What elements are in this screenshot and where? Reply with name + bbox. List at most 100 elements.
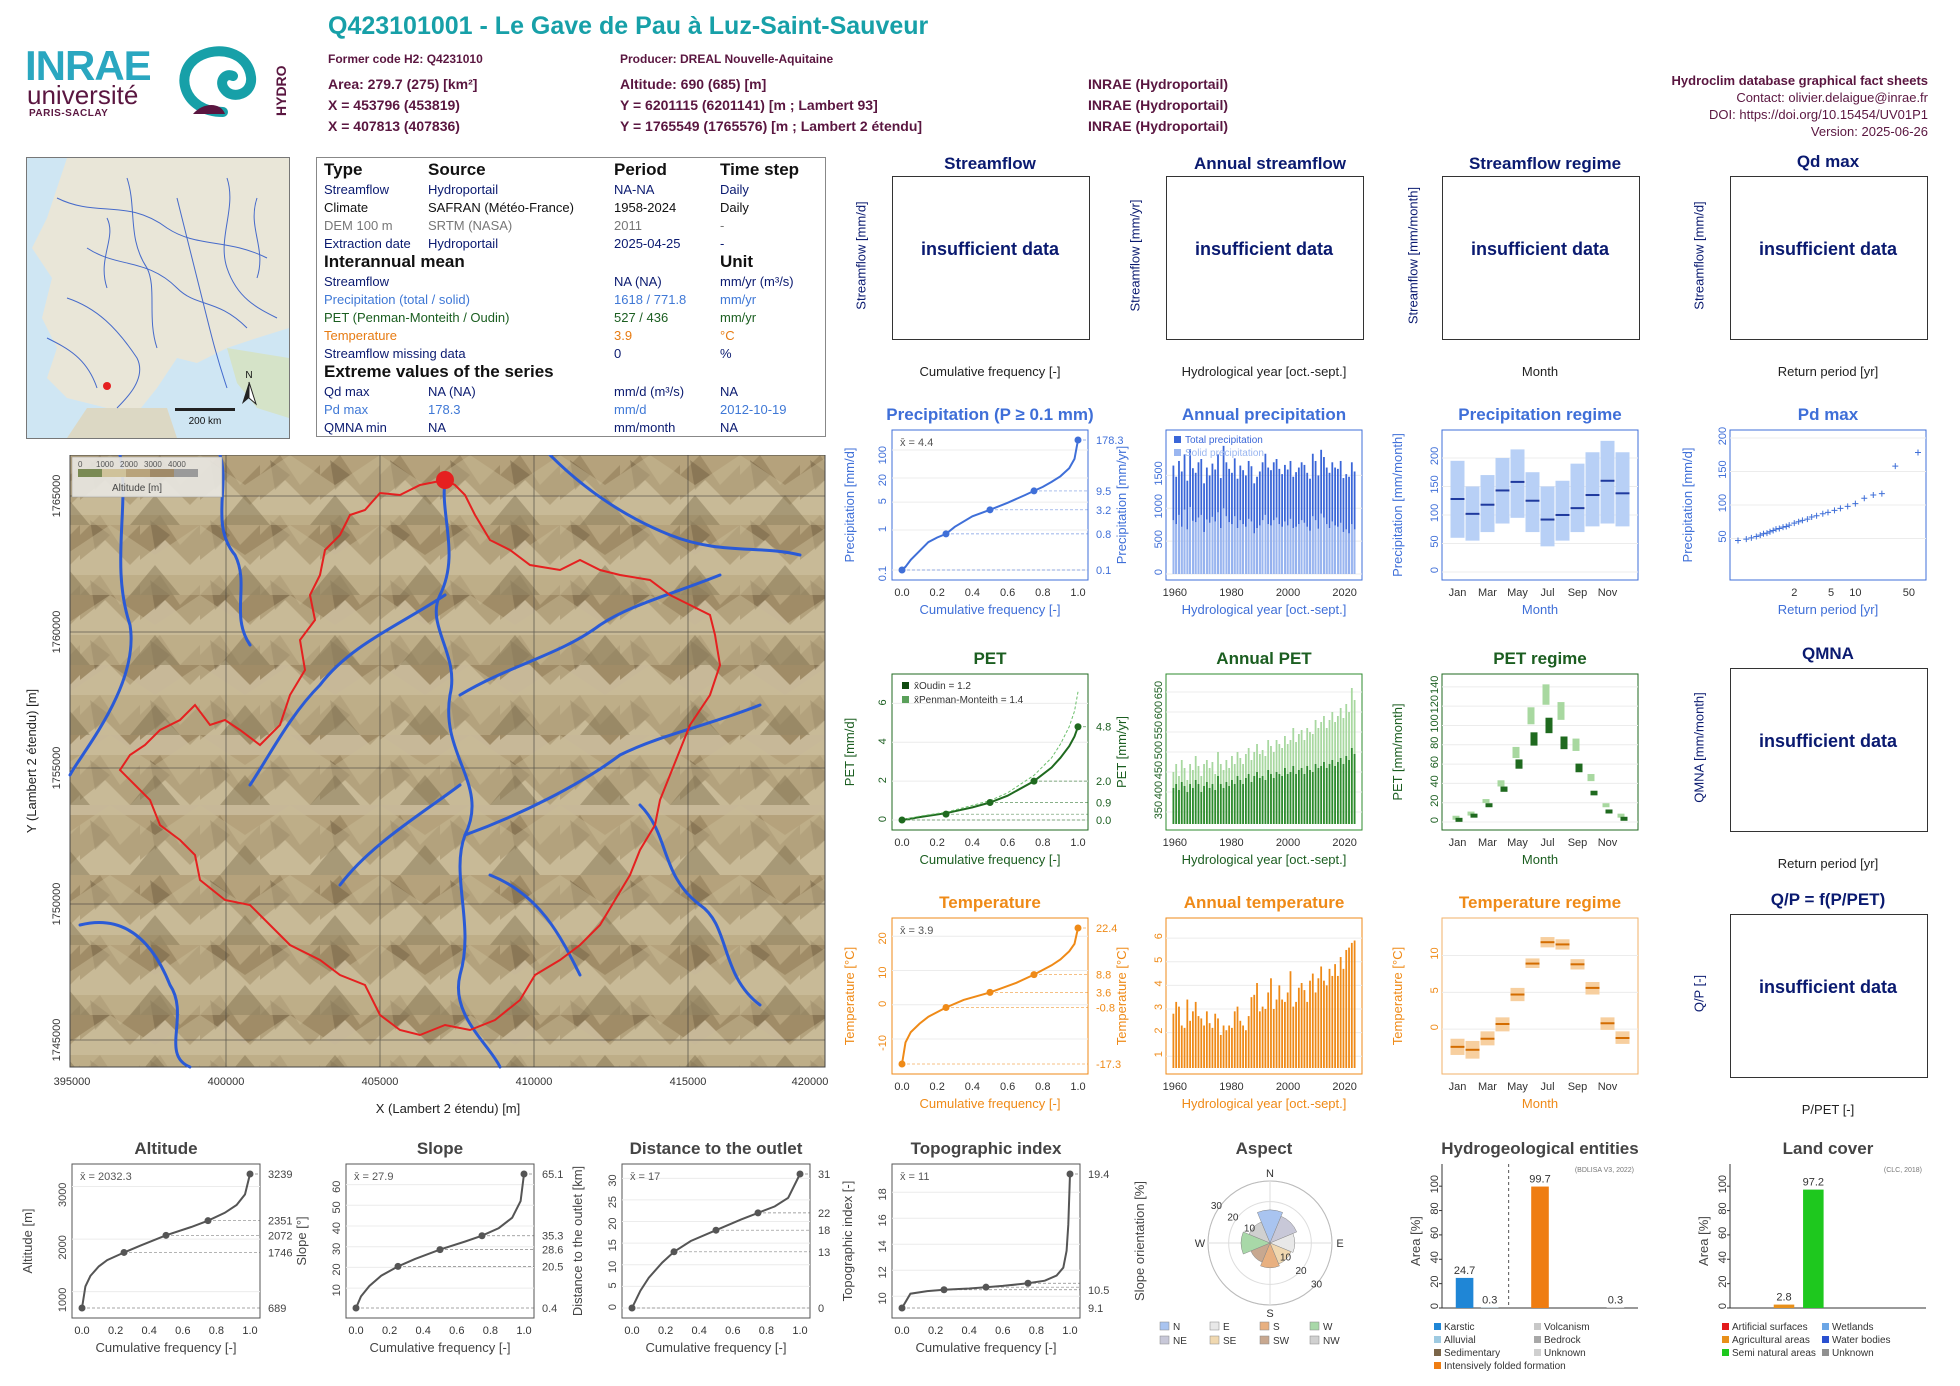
coord-x2: X = 407813 (407836) (328, 118, 460, 134)
bar (1297, 524, 1300, 574)
y-axis-label: Precipitation [mm/d] (842, 448, 857, 563)
qp-insufficient: insufficient data (1758, 977, 1897, 997)
bar (1317, 768, 1320, 824)
coord-y2: Y = 1765549 (1765576) [m ; Lambert 2 éte… (620, 118, 923, 134)
x-tick: 410000 (516, 1076, 553, 1088)
interannual-row: Temperature 3.9 °C (321, 326, 802, 344)
y-tick-label: 0 (877, 1001, 889, 1007)
x-tick-label: 0.8 (1029, 1325, 1044, 1337)
bar (1194, 522, 1197, 574)
station-info-box: Type Source Period Time step Streamflow … (316, 157, 826, 437)
info-cell: 2025-04-25 (614, 235, 681, 251)
y-tick-label: 80 (1429, 737, 1441, 749)
y-tick-label: 20 (1429, 1276, 1441, 1288)
y-tick-label: 0 (1429, 567, 1441, 573)
quantile-label: 3.6 (1096, 987, 1111, 999)
legend-entry: NW (1323, 1336, 1340, 1347)
bar (1217, 1018, 1219, 1068)
quantile-label: 0.1 (1096, 565, 1111, 577)
x-tick-label: 0.8 (209, 1325, 224, 1337)
bar (1320, 966, 1323, 1068)
bar (1214, 521, 1217, 574)
x-tick-label: 1980 (1219, 587, 1243, 599)
y-tick-label: 40 (1429, 1251, 1441, 1263)
chart-title: Land cover (1783, 1139, 1874, 1158)
interannual-value: 3.9 (614, 327, 633, 343)
bar (1323, 762, 1325, 824)
mean-label: x̄ = 17 (630, 1171, 660, 1183)
bar (1297, 467, 1300, 574)
x-tick-label: 0.6 (175, 1325, 190, 1337)
inrae-logo: INRAE (25, 42, 152, 89)
bar (1231, 1027, 1233, 1068)
box (1482, 799, 1490, 804)
y-tick-label: 5 (1153, 957, 1165, 963)
source-1: INRAE (Hydroportail) (1088, 76, 1228, 92)
bar (1217, 776, 1219, 824)
quantile-label: 28.6 (542, 1245, 563, 1257)
bar (1233, 1011, 1236, 1068)
bar (1258, 525, 1261, 574)
data-point (1892, 463, 1899, 470)
quantile-label: 9.5 (1096, 486, 1111, 498)
altitude: Altitude: 690 (685) [m] (620, 76, 767, 92)
bar (1289, 971, 1292, 1068)
bar (1309, 478, 1311, 574)
y-tick-label: 50 (1717, 530, 1729, 542)
legend-entry: Intensively folded formation (1444, 1361, 1566, 1372)
bar (1183, 1027, 1186, 1068)
y-tick-label: 2 (877, 777, 889, 783)
y-tick-label: 0 (877, 816, 889, 822)
bar (1208, 522, 1211, 574)
bar (1247, 460, 1250, 574)
x-tick-label: 0.0 (894, 587, 909, 599)
x-tick-label: 1960 (1163, 587, 1187, 599)
legend-swatch (1309, 1321, 1320, 1331)
bar (1256, 476, 1258, 574)
bar (1286, 774, 1289, 824)
page-title: Q423101001 - Le Gave de Pau à Luz-Saint-… (328, 12, 929, 40)
x-tick: 415000 (670, 1076, 707, 1088)
direction-label: W (1195, 1238, 1206, 1250)
data-point (1819, 510, 1826, 517)
data-point (1766, 528, 1773, 535)
legend-swatch (902, 696, 909, 703)
y-tick-label: 100 (1717, 1175, 1729, 1193)
interannual-label: Temperature (324, 327, 397, 343)
bar (1275, 772, 1278, 824)
y-tick-label: 0 (1717, 1303, 1729, 1309)
x-axis-label: Cumulative frequency [-] (96, 1340, 237, 1355)
quantile-label: 8.8 (1096, 970, 1111, 982)
bar (1306, 766, 1309, 824)
station-marker (103, 382, 111, 390)
y-axis-label: Distance to the outlet [km] (570, 1166, 585, 1316)
bar (1292, 766, 1295, 824)
info-cell: Daily (720, 181, 749, 197)
legend-swatch (1534, 1323, 1541, 1330)
x-tick-label: Nov (1598, 587, 1618, 599)
data-point (712, 1226, 720, 1234)
box (1590, 790, 1598, 796)
box (1572, 738, 1580, 751)
bar (1194, 1001, 1197, 1068)
x-tick-label: Sep (1568, 1081, 1588, 1093)
box (1497, 780, 1505, 787)
bar (1320, 449, 1323, 574)
wedge (1269, 1215, 1298, 1244)
interannual-unit: °C (720, 327, 735, 343)
x-tick-label: Mar (1478, 837, 1497, 849)
y-axis-label: PET [mm/yr] (1114, 716, 1129, 788)
bar (1317, 978, 1320, 1068)
box (1510, 449, 1525, 518)
info-cell: - (720, 217, 725, 233)
bar (1211, 784, 1214, 824)
mean-label: x̄ = 3.9 (900, 925, 933, 937)
quantile-label: 3239 (268, 1169, 292, 1181)
bar (1773, 1304, 1795, 1308)
bar (1334, 467, 1336, 574)
info-cell: Hydroportail (428, 235, 499, 251)
x-tick: 405000 (362, 1076, 399, 1088)
data-point (754, 1209, 762, 1217)
france-minimap-svg: 200 km N (27, 158, 289, 438)
data-point (942, 1003, 950, 1011)
